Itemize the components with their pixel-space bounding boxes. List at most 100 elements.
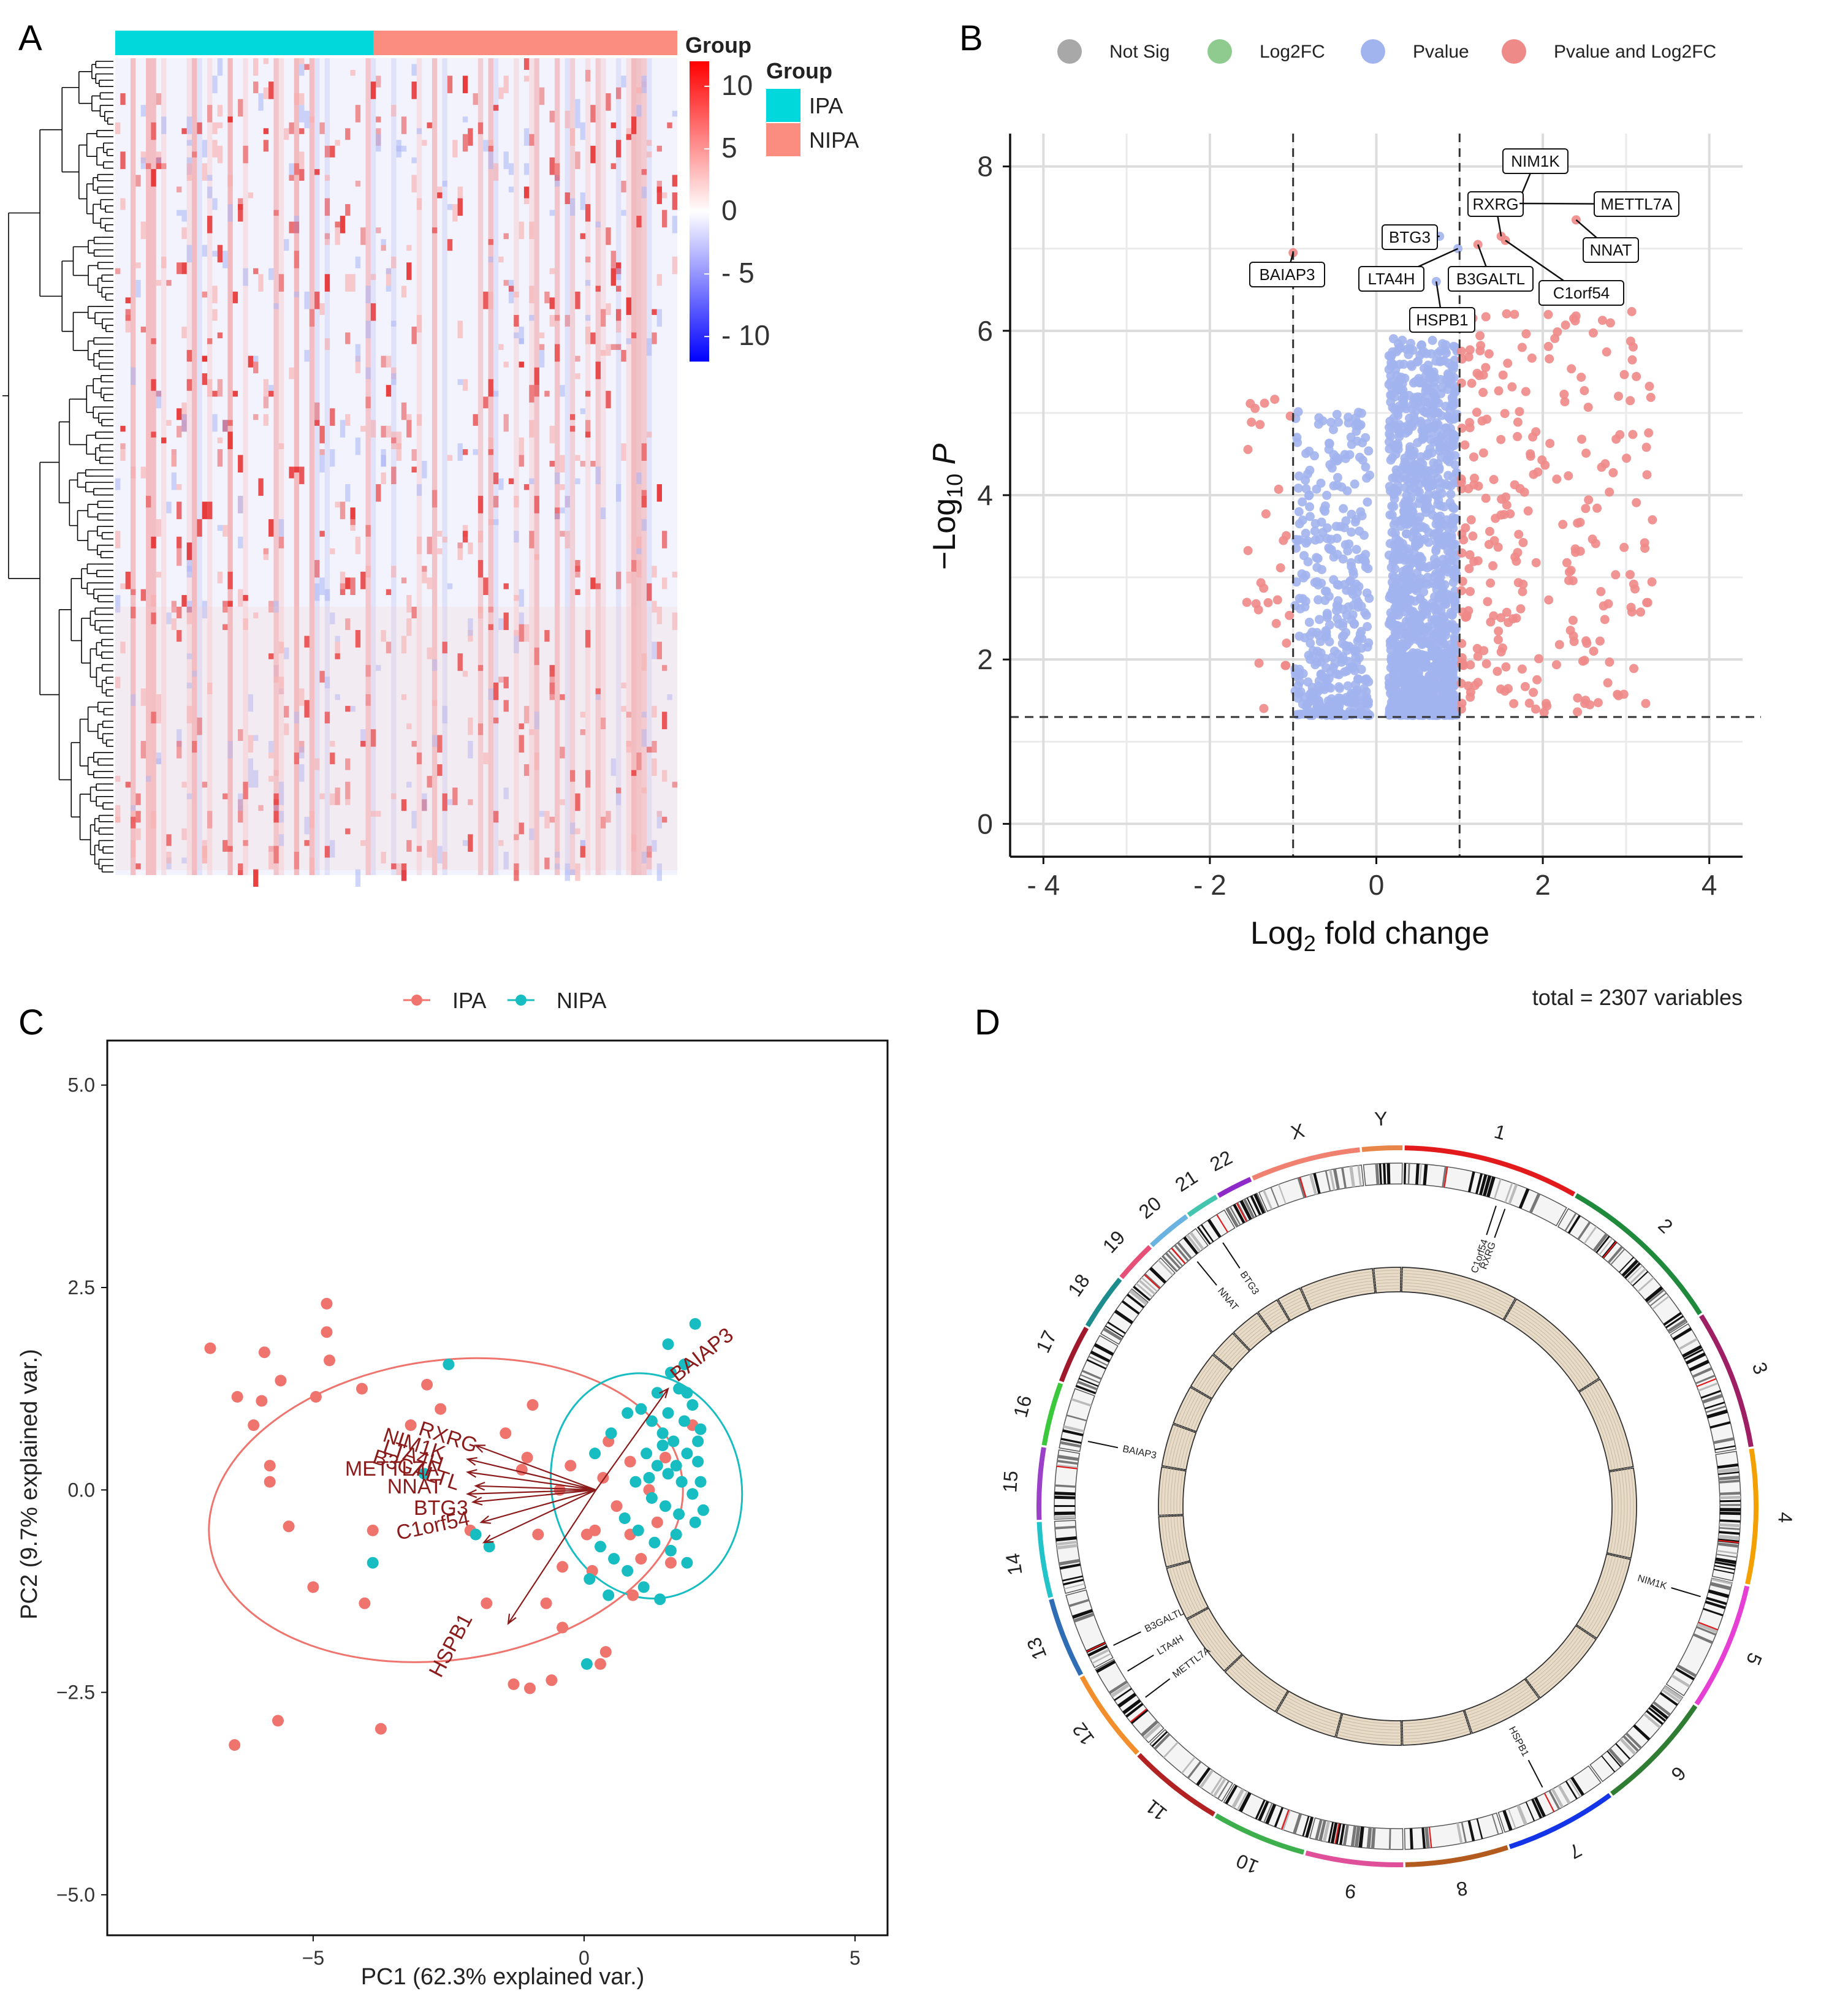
heatmap-cell: [345, 577, 351, 590]
heatmap-cell: [477, 723, 484, 735]
heatmap-cell: [186, 163, 192, 181]
heatmap-cell: [314, 291, 320, 309]
heatmap-cell: [294, 466, 300, 473]
heatmap-cell: [289, 367, 294, 379]
volcano-point: [1294, 507, 1304, 517]
volcano-point: [1445, 621, 1455, 631]
volcano-point: [1413, 392, 1423, 402]
heatmap-cell: [131, 589, 136, 595]
chromosome-band: [1717, 1542, 1739, 1548]
chromosome-band: [1378, 1163, 1382, 1185]
heatmap-cell: [656, 484, 662, 502]
chromosome-band: [1388, 1828, 1391, 1849]
pca-loading-arrowhead: [507, 1614, 517, 1625]
volcano-point: [1502, 500, 1511, 510]
heatmap-cell: [406, 723, 412, 729]
volcano-point: [1514, 529, 1524, 539]
volcano-point: [1328, 425, 1338, 434]
chromosome-label: 15: [998, 1470, 1022, 1493]
heatmap-cell: [166, 851, 172, 863]
chromosome-band: [1531, 1798, 1543, 1819]
volcano-point: [1337, 482, 1347, 492]
heatmap-cell: [406, 414, 412, 420]
volcano-point: [1325, 620, 1334, 630]
inner-track-gridline: [1229, 1667, 1279, 1707]
heatmap-cell: [370, 811, 376, 817]
heatmap-cell: [212, 309, 218, 321]
heatmap-cell: [483, 753, 489, 765]
heatmap-cell: [523, 75, 530, 82]
chromosome-band: [1333, 1169, 1340, 1190]
volcano-point: [1466, 515, 1476, 525]
volcano-point: [1396, 697, 1405, 707]
inner-track-gridline: [1248, 1330, 1270, 1348]
chromosome-label: 5: [1742, 1650, 1766, 1669]
heatmap-cell: [263, 379, 269, 397]
pca-loading-arrow: [467, 1458, 596, 1491]
heatmap-cell: [514, 635, 519, 654]
volcano-point: [1255, 420, 1265, 430]
heatmap-cell: [186, 245, 192, 263]
heatmap-column-tint: [207, 58, 213, 875]
chromosome-band: [1646, 1710, 1664, 1725]
gene-label-box: [1409, 307, 1475, 333]
heatmap-cell: [508, 478, 514, 485]
heatmap-cell: [355, 869, 361, 887]
volcano-point: [1482, 414, 1492, 424]
chromosome-color-arc: [1508, 1792, 1612, 1849]
heatmap-cell: [253, 362, 259, 374]
pca-point-ipa: [508, 1678, 520, 1690]
chromosome-band: [1516, 1804, 1528, 1826]
chromosome-band: [1632, 1271, 1649, 1286]
inner-track-gridline: [1192, 1617, 1229, 1667]
volcano-point: [1386, 362, 1396, 371]
volcano-point: [1356, 420, 1366, 430]
heatmap-cell: [585, 420, 591, 438]
heatmap-cell: [610, 122, 616, 129]
heatmap-cell: [606, 227, 611, 245]
heatmap-cell: [365, 286, 371, 303]
pca-point-ipa: [264, 1476, 276, 1488]
heatmap-column-tint: [324, 58, 330, 875]
volcano-point: [1414, 498, 1424, 508]
chromosome-band: [1229, 1206, 1241, 1226]
heatmap-cell: [514, 291, 519, 298]
volcano-point: [1442, 375, 1451, 385]
volcano-point: [1443, 471, 1453, 480]
volcano-legend-label: Pvalue: [1413, 42, 1469, 62]
heatmap-cell: [416, 314, 422, 333]
heatmap-cell: [268, 851, 274, 870]
heatmap-cell: [636, 559, 642, 578]
heatmap-cell: [396, 863, 401, 875]
volcano-point: [1564, 575, 1573, 585]
inner-track-gridline: [1173, 1469, 1177, 1515]
heatmap-cell: [534, 385, 539, 397]
chromosome-color-arc: [1214, 1813, 1305, 1855]
heatmap-column-tint: [278, 58, 284, 875]
volcano-point: [1468, 531, 1478, 541]
volcano-point: [1293, 536, 1302, 545]
heatmap-cell: [600, 507, 606, 520]
heatmap-cell: [227, 175, 233, 187]
heatmap-cell: [278, 677, 284, 694]
heatmap-cell: [386, 385, 392, 397]
inner-track-gridline: [1283, 1299, 1305, 1310]
heatmap-cell: [636, 87, 642, 94]
volcano-point: [1322, 610, 1332, 620]
volcano-point: [1363, 700, 1373, 709]
volcano-point: [1446, 608, 1456, 617]
heatmap-cell: [641, 711, 647, 718]
heatmap-cell: [672, 781, 677, 788]
heatmap-cell: [355, 256, 361, 268]
volcano-point: [1603, 678, 1613, 688]
heatmap-cell: [523, 624, 530, 642]
volcano-point: [1543, 309, 1553, 319]
heatmap-cell: [243, 594, 248, 601]
heatmap-cell: [156, 519, 162, 537]
chromosome-red-band: [1086, 1642, 1106, 1653]
inner-track-gridline: [1200, 1612, 1236, 1661]
chromosome-band: [1226, 1207, 1239, 1227]
pca-point-nipa: [603, 1589, 615, 1601]
heatmap-cell: [324, 233, 330, 240]
heatmap-cell: [202, 245, 208, 257]
